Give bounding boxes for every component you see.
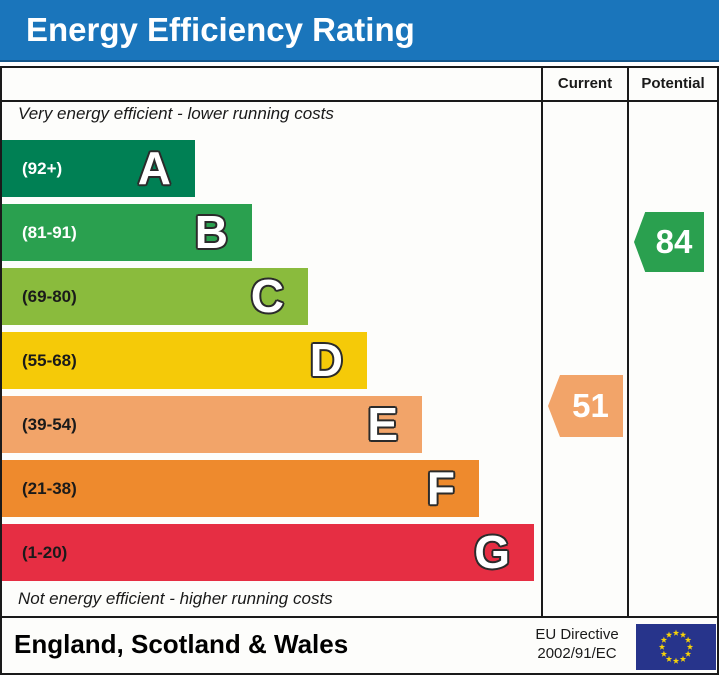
- potential-column-header: Potential: [641, 75, 705, 92]
- band-range-label: (39-54): [22, 414, 77, 434]
- band-letter: A: [137, 142, 171, 194]
- eu-directive-line1: EU Directive: [535, 626, 619, 643]
- page-title: Energy Efficiency Rating: [26, 11, 415, 48]
- band-row-c: (69-80) C: [2, 268, 308, 325]
- band-row-g: (1-20) G: [2, 524, 534, 581]
- eu-flag-icon: [636, 624, 716, 670]
- eu-flag-stars: [658, 629, 694, 664]
- band-letter: G: [474, 526, 510, 578]
- band-range-label: (81-91): [22, 222, 77, 242]
- band-letter: E: [367, 398, 398, 450]
- band-letter: B: [194, 206, 228, 258]
- caption-not-efficient: Not energy efficient - higher running co…: [18, 589, 333, 608]
- region-label: England, Scotland & Wales: [14, 629, 349, 659]
- band-row-b: (81-91) B: [2, 204, 252, 261]
- title-bar: Energy Efficiency Rating: [0, 0, 719, 62]
- potential-column-divider: [627, 68, 629, 616]
- eu-directive-line2: 2002/91/EC: [537, 645, 617, 662]
- potential-rating-arrow: 84: [634, 212, 704, 272]
- band-letter: C: [250, 270, 284, 322]
- band-range-label: (55-68): [22, 350, 77, 370]
- band-range-label: (1-20): [22, 542, 68, 562]
- current-rating-value: 51: [572, 387, 609, 424]
- header-divider-line: [2, 100, 717, 102]
- band-row-f: (21-38) F: [2, 460, 479, 517]
- caption-very-efficient: Very energy efficient - lower running co…: [18, 104, 334, 123]
- band-range-label: (92+): [22, 158, 63, 178]
- eu-directive-label: EU Directive 2002/91/EC: [517, 625, 637, 663]
- band-row-a: (92+) A: [2, 140, 195, 197]
- band-range-label: (69-80): [22, 286, 77, 306]
- current-rating-arrow: 51: [548, 375, 623, 437]
- current-column-header: Current: [557, 75, 613, 92]
- band-letter: D: [309, 334, 343, 386]
- band-row-e: (39-54) E: [2, 396, 422, 453]
- footer-bar: England, Scotland & Wales EU Directive 2…: [0, 618, 719, 675]
- band-letter: F: [426, 462, 455, 514]
- rating-chart-table: Current Potential Very energy efficient …: [0, 66, 719, 618]
- band-row-d: (55-68) D: [2, 332, 367, 389]
- current-column-divider: [541, 68, 543, 616]
- potential-rating-value: 84: [655, 223, 693, 260]
- band-range-label: (21-38): [22, 478, 77, 498]
